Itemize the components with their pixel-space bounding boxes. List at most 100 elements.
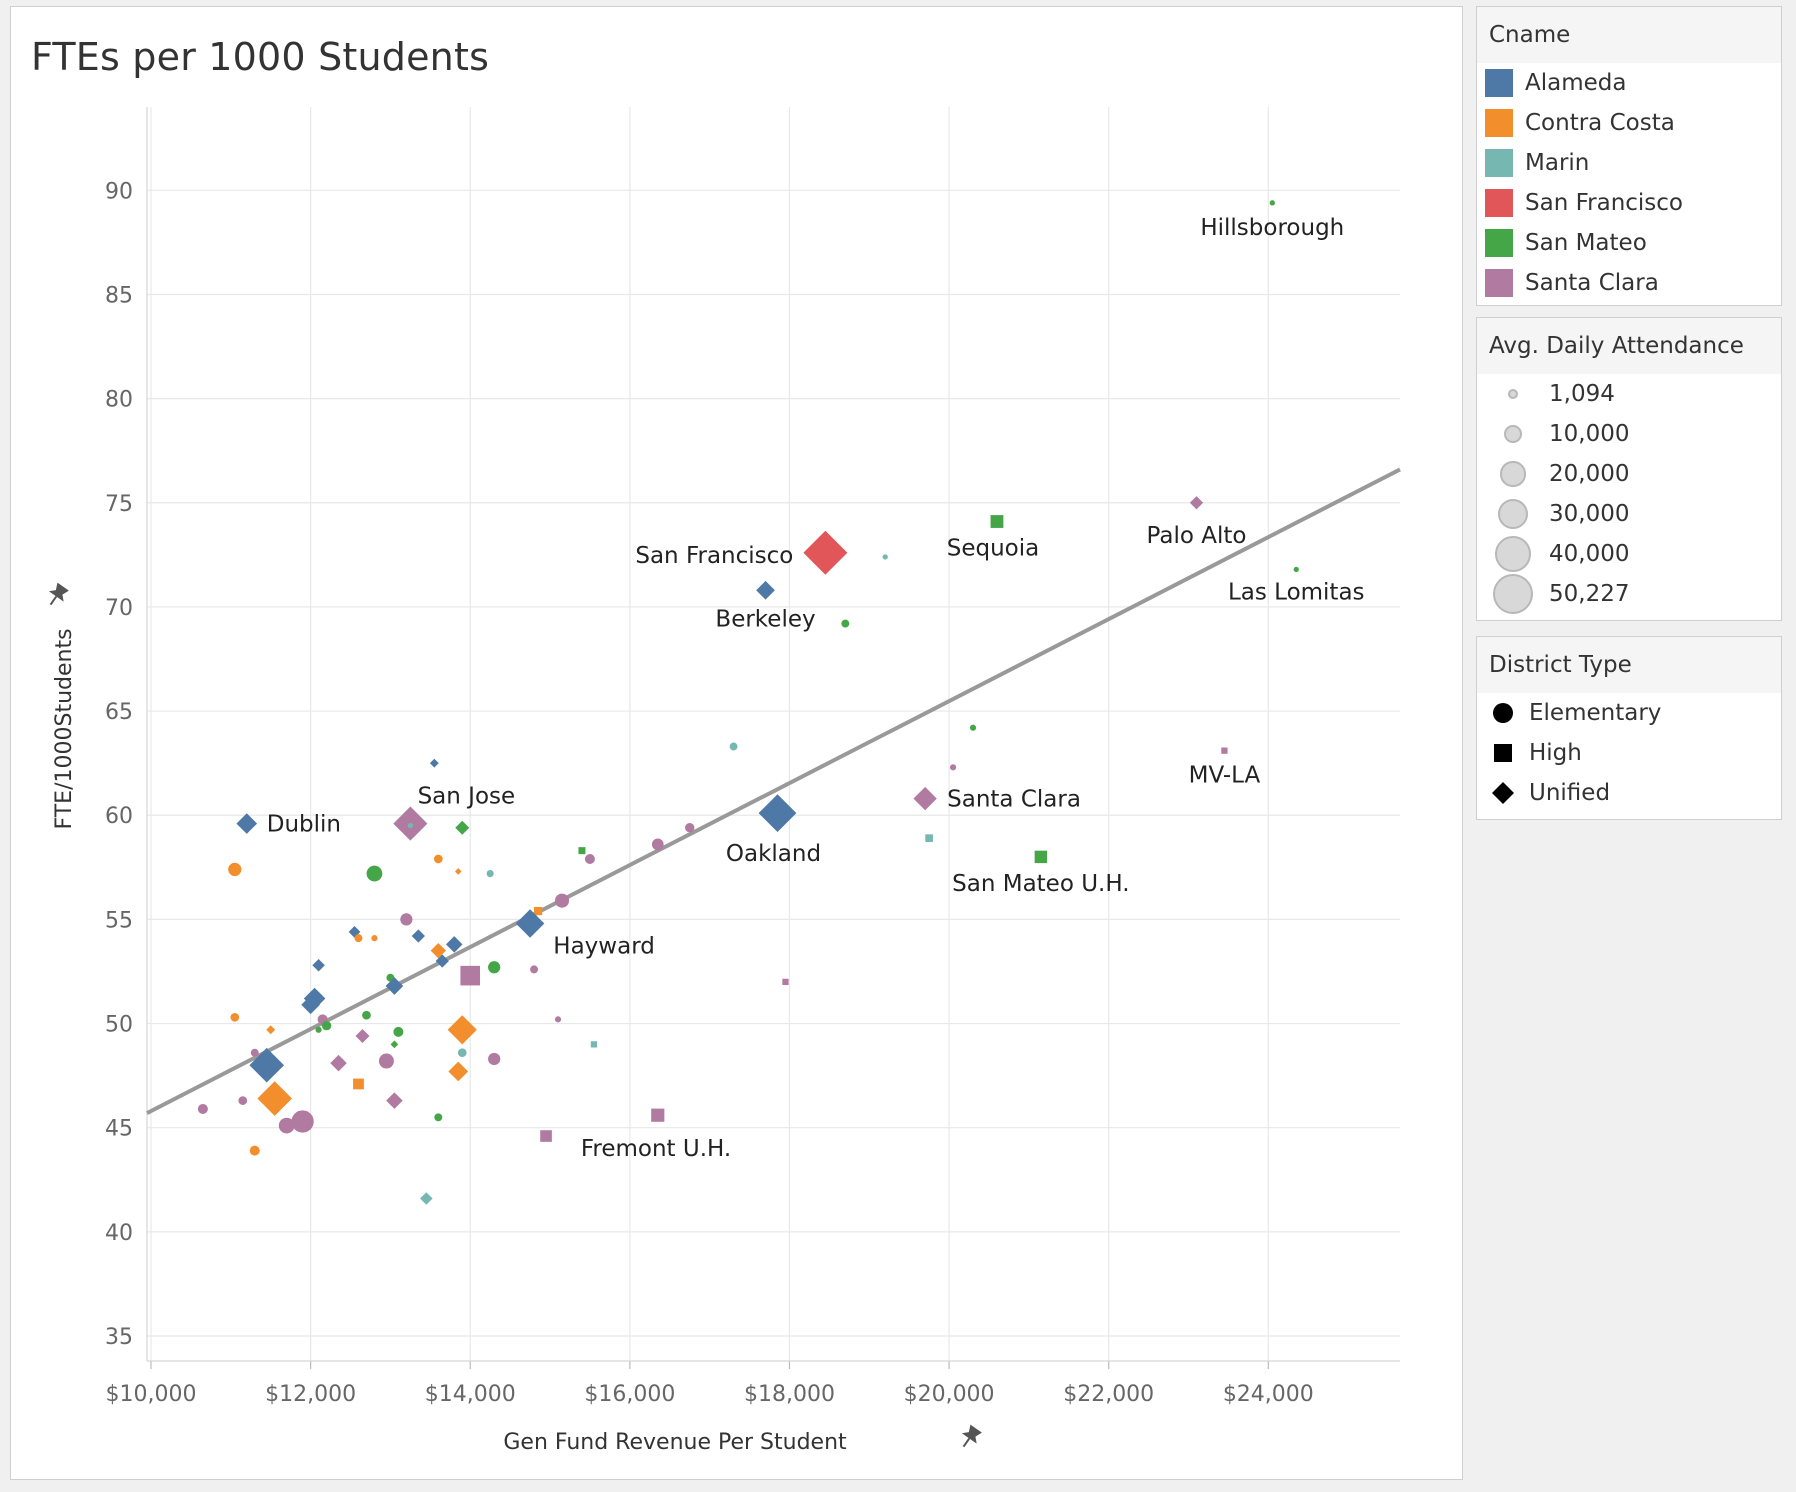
point-marin-high[interactable] [590,1041,598,1048]
point-marin-elementary[interactable] [407,823,414,829]
point-contra-costa-elementary[interactable] [249,1145,260,1156]
point-contra-costa-unified[interactable] [266,1025,276,1035]
point-san-mateo-high[interactable] [578,847,586,855]
point-santa-clara-elementary[interactable] [197,1103,208,1114]
point-san-francisco-unified[interactable] [803,530,848,575]
legend-item-high[interactable]: High [1477,733,1781,773]
point-santa-clara-unified[interactable] [1189,496,1204,510]
point-santa-clara-elementary[interactable] [250,1048,259,1057]
point-santa-clara-unified[interactable] [355,1029,370,1044]
point-santa-clara-elementary[interactable] [554,1016,562,1023]
x-axis-pin-icon[interactable] [961,1423,984,1448]
point-alameda-unified[interactable] [312,958,325,972]
point-contra-costa-unified[interactable] [454,868,462,875]
legend-item-unified[interactable]: Unified [1477,773,1781,813]
point-contra-costa-elementary[interactable] [433,854,443,864]
point-santa-clara-elementary[interactable] [685,823,695,833]
point-santa-clara-unified[interactable] [386,1092,403,1109]
point-alameda-unified[interactable] [515,909,545,938]
y-tick-label: 65 [105,700,133,725]
point-contra-costa-elementary[interactable] [371,935,378,942]
legend-item-contra-costa[interactable]: Contra Costa [1477,103,1781,143]
point-santa-clara-elementary[interactable] [949,764,957,771]
point-santa-clara-elementary[interactable] [378,1053,394,1069]
point-contra-costa-unified[interactable] [430,942,446,959]
point-contra-costa-high[interactable] [533,906,543,916]
point-santa-clara-high[interactable] [1221,747,1228,754]
point-santa-clara-high[interactable] [540,1130,552,1142]
point-alameda-unified[interactable] [249,1047,285,1083]
point-santa-clara-unified[interactable] [330,1054,347,1072]
point-san-mateo-elementary[interactable] [1269,200,1275,206]
point-santa-clara-high[interactable] [460,965,481,986]
point-santa-clara-elementary[interactable] [238,1096,248,1105]
point-label: Hayward [553,934,655,960]
point-alameda-unified[interactable] [446,936,463,953]
point-santa-clara-high[interactable] [782,978,789,986]
point-san-mateo-elementary[interactable] [321,1020,332,1031]
point-alameda-unified[interactable] [411,929,425,943]
point-santa-clara-elementary[interactable] [488,1052,501,1066]
legend-size-item[interactable]: 10,000 [1477,414,1781,454]
point-san-mateo-elementary[interactable] [841,619,850,628]
point-contra-costa-high[interactable] [353,1078,364,1090]
legend-item-san-francisco[interactable]: San Francisco [1477,183,1781,223]
point-contra-costa-unified[interactable] [257,1081,292,1116]
point-santa-clara-elementary[interactable] [584,853,595,864]
point-santa-clara-elementary[interactable] [291,1110,314,1133]
point-alameda-unified[interactable] [758,794,797,833]
legend-item-elementary[interactable]: Elementary [1477,693,1781,733]
point-marin-elementary[interactable] [882,554,888,560]
point-alameda-unified[interactable] [385,977,404,995]
point-alameda-unified[interactable] [301,995,320,1015]
legend-color-swatch [1485,149,1513,177]
point-alameda-unified[interactable] [435,954,449,968]
point-san-mateo-unified[interactable] [390,1040,399,1049]
point-san-mateo-unified[interactable] [455,820,470,835]
point-contra-costa-elementary[interactable] [354,934,363,943]
point-contra-costa-elementary[interactable] [230,1012,240,1022]
point-santa-clara-elementary[interactable] [530,965,539,974]
point-marin-unified[interactable] [420,1192,433,1205]
point-santa-clara-elementary[interactable] [278,1117,295,1134]
point-santa-clara-high[interactable] [651,1108,665,1122]
point-san-mateo-elementary[interactable] [393,1026,404,1037]
y-axis-pin-icon[interactable] [48,581,71,606]
point-san-mateo-elementary[interactable] [315,1026,322,1033]
point-san-mateo-elementary[interactable] [1293,566,1299,573]
legend-color-swatch [1485,109,1513,137]
size-circle-icon [1504,425,1522,443]
point-alameda-unified[interactable] [429,758,439,768]
point-contra-costa-unified[interactable] [447,1015,477,1045]
point-santa-clara-elementary[interactable] [400,913,413,926]
point-san-mateo-elementary[interactable] [366,865,383,882]
point-marin-elementary[interactable] [486,870,494,878]
chart-panel: FTEs per 1000 Students 35 40 45 50 55 60 65 70 7… [10,6,1463,1480]
point-marin-elementary[interactable] [457,1048,467,1058]
legend-item-santa-clara[interactable]: Santa Clara [1477,263,1781,303]
point-marin-elementary[interactable] [729,742,738,751]
legend-size-item[interactable]: 40,000 [1477,534,1781,574]
point-san-mateo-high[interactable] [1034,850,1048,864]
point-san-mateo-elementary[interactable] [362,1010,371,1020]
point-san-mateo-elementary[interactable] [488,961,501,974]
point-santa-clara-elementary[interactable] [651,838,664,851]
legend-size-item[interactable]: 30,000 [1477,494,1781,534]
legend-size-item[interactable]: 20,000 [1477,454,1781,494]
legend-size-label: 40,000 [1549,541,1630,567]
point-contra-costa-elementary[interactable] [228,862,242,877]
point-san-mateo-elementary[interactable] [434,1113,443,1122]
legend-item-marin[interactable]: Marin [1477,143,1781,183]
legend-size-item[interactable]: 1,094 [1477,374,1781,414]
legend-item-san-mateo[interactable]: San Mateo [1477,223,1781,263]
point-santa-clara-unified[interactable] [913,786,937,811]
point-santa-clara-elementary[interactable] [554,893,570,908]
point-marin-high[interactable] [925,834,933,842]
point-alameda-unified[interactable] [756,580,775,600]
legend-size-item[interactable]: 50,227 [1477,574,1781,614]
legend-item-alameda[interactable]: Alameda [1477,63,1781,103]
point-san-mateo-high[interactable] [990,515,1004,528]
point-san-mateo-elementary[interactable] [969,724,977,731]
point-alameda-unified[interactable] [236,813,258,834]
point-contra-costa-unified[interactable] [448,1061,469,1082]
